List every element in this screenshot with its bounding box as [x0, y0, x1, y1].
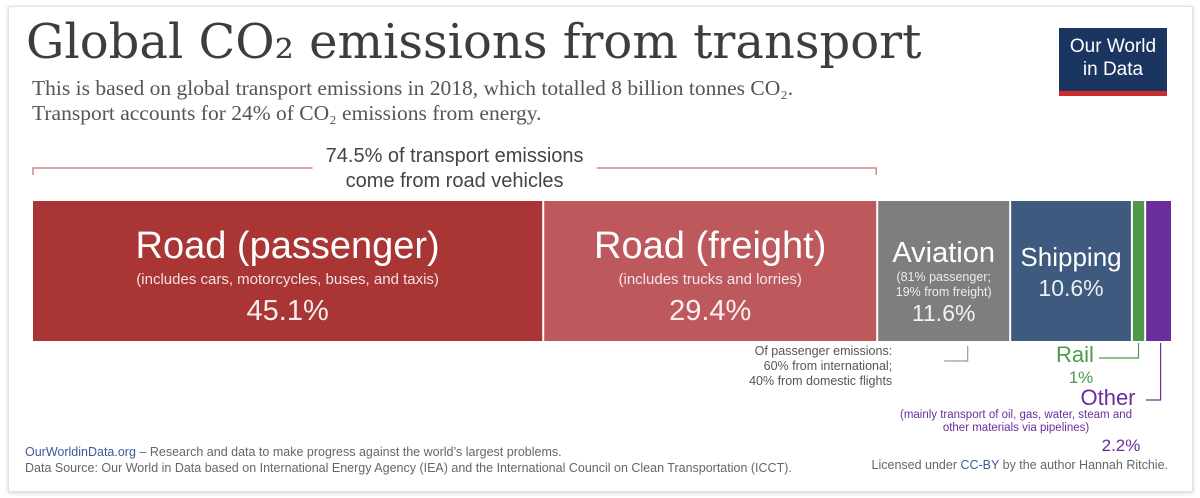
logo-line-2: in Data — [1082, 59, 1144, 80]
segment-note-aviation: 19% from freight) — [896, 285, 992, 299]
road-bracket-left — [32, 167, 313, 175]
segment-name-other: Other — [1080, 385, 1135, 410]
segment-value-road-freight: 29.4% — [669, 295, 751, 327]
bar-rail — [1132, 201, 1145, 341]
logo-line-1: Our World — [1069, 36, 1157, 57]
subtitle-line-2: Transport accounts for 24% of CO₂ emissi… — [32, 101, 542, 125]
site-link[interactable]: OurWorldinData.org — [25, 445, 136, 459]
aviation-annotation-text: 40% from domestic flights — [749, 374, 892, 388]
license-link[interactable]: CC-BY — [960, 458, 1000, 472]
bar-other — [1146, 201, 1171, 341]
segment-value-aviation: 11.6% — [912, 300, 976, 326]
license-post: by the author Hannah Ritchie. — [999, 458, 1168, 472]
owid-logo[interactable]: Our World in Data — [1059, 28, 1167, 96]
road-bracket-label: 74.5% of transport emissions — [326, 145, 584, 167]
bar-aviation — [878, 201, 1010, 341]
segment-value-road-passenger: 45.1% — [247, 295, 329, 327]
segment-note-aviation: (81% passenger; — [896, 270, 991, 284]
bar-road-passenger — [33, 201, 543, 341]
rail-leader — [1099, 343, 1140, 359]
subtitle-line-1: This is based on global transport emissi… — [32, 76, 794, 100]
road-bracket-label: come from road vehicles — [346, 170, 564, 192]
road-bracket-right — [596, 167, 877, 175]
footer-license: Licensed under CC-BY by the author Hanna… — [872, 458, 1168, 472]
chart-subtitle: This is based on global transport emissi… — [32, 76, 972, 126]
footer-line-1: OurWorldinData.org – Research and data t… — [25, 444, 792, 460]
segment-note-other: other materials via pipelines) — [943, 422, 1090, 434]
segment-value-rail: 1% — [1069, 368, 1094, 387]
segment-note-other: (mainly transport of oil, gas, water, st… — [900, 409, 1132, 421]
footer-left: OurWorldinData.org – Research and data t… — [25, 444, 792, 476]
segment-name-aviation: Aviation — [892, 237, 995, 269]
license-pre: Licensed under — [871, 458, 961, 472]
bar-road-freight — [544, 201, 877, 341]
segment-name-road-freight: Road (freight) — [594, 225, 826, 267]
bar-shipping — [1011, 201, 1131, 341]
footer-source: Data Source: Our World in Data based on … — [25, 461, 792, 475]
other-leader — [1146, 343, 1162, 401]
segment-name-shipping: Shipping — [1020, 242, 1121, 272]
segment-value-other: 2.2% — [1102, 436, 1141, 455]
chart-title: Global CO₂ emissions from transport — [26, 14, 922, 70]
aviation-annotation-leader — [944, 346, 969, 362]
aviation-annotation-text: 60% from international; — [764, 359, 893, 373]
footer-tagline: – Research and data to make progress aga… — [135, 445, 562, 459]
aviation-annotation-text: Of passenger emissions: — [755, 344, 893, 358]
segment-note-road-passenger: (includes cars, motorcycles, buses, and … — [136, 271, 439, 288]
segment-name-rail: Rail — [1056, 342, 1094, 367]
segment-name-road-passenger: Road (passenger) — [136, 225, 440, 267]
segment-value-shipping: 10.6% — [1038, 275, 1103, 301]
segment-note-road-freight: (includes trucks and lorries) — [619, 271, 802, 288]
